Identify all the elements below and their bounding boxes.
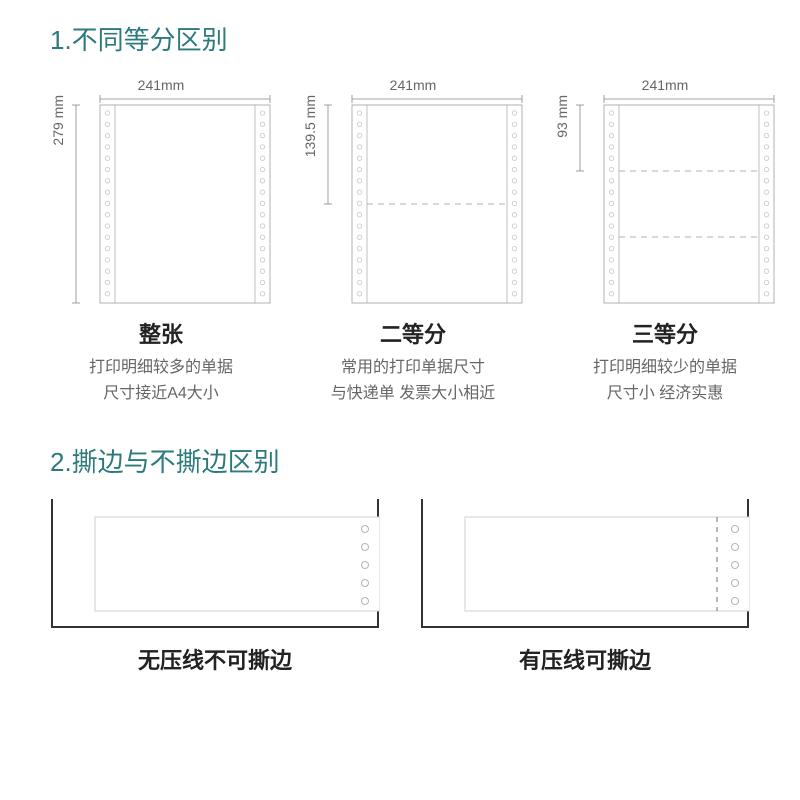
section1-row: 241mm 279 mm [50, 77, 750, 406]
caption-with-perf: 有压线可撕边 [519, 643, 651, 675]
height-label: 93 mm [554, 95, 570, 138]
caption-full: 整张 [139, 317, 183, 349]
width-label: 241mm [390, 77, 437, 93]
caption-half: 二等分 [380, 317, 446, 349]
desc-half: 常用的打印单据尺寸 与快递单 发票大小相近 [331, 355, 495, 406]
col-third-sheet: 241mm 93 mm [554, 77, 776, 406]
caption-third: 三等分 [632, 317, 698, 349]
sheet-diagram-half [324, 95, 524, 305]
section1-title: 1.不同等分区别 [50, 20, 750, 57]
section2-title: 2.撕边与不撕边区别 [50, 442, 750, 479]
height-label: 279 mm [50, 95, 66, 146]
sheet-diagram-third [576, 95, 776, 305]
edge-diagram-with-perf [420, 499, 750, 629]
caption-no-perf: 无压线不可撕边 [138, 643, 292, 675]
desc-full: 打印明细较多的单据 尺寸接近A4大小 [89, 355, 233, 406]
col-full-sheet: 241mm 279 mm [50, 77, 272, 406]
edge-diagram-no-perf [50, 499, 380, 629]
edge-no-perf: 无压线不可撕边 [50, 499, 380, 675]
section2-row: 无压线不可撕边 有压线可撕边 [50, 499, 750, 675]
desc-third: 打印明细较少的单据 尺寸小 经济实惠 [593, 355, 737, 406]
width-label: 241mm [138, 77, 185, 93]
edge-with-perf: 有压线可撕边 [420, 499, 750, 675]
col-half-sheet: 241mm 139.5 mm [302, 77, 524, 406]
sheet-diagram-full [72, 95, 272, 305]
height-label: 139.5 mm [302, 95, 318, 157]
width-label: 241mm [642, 77, 689, 93]
